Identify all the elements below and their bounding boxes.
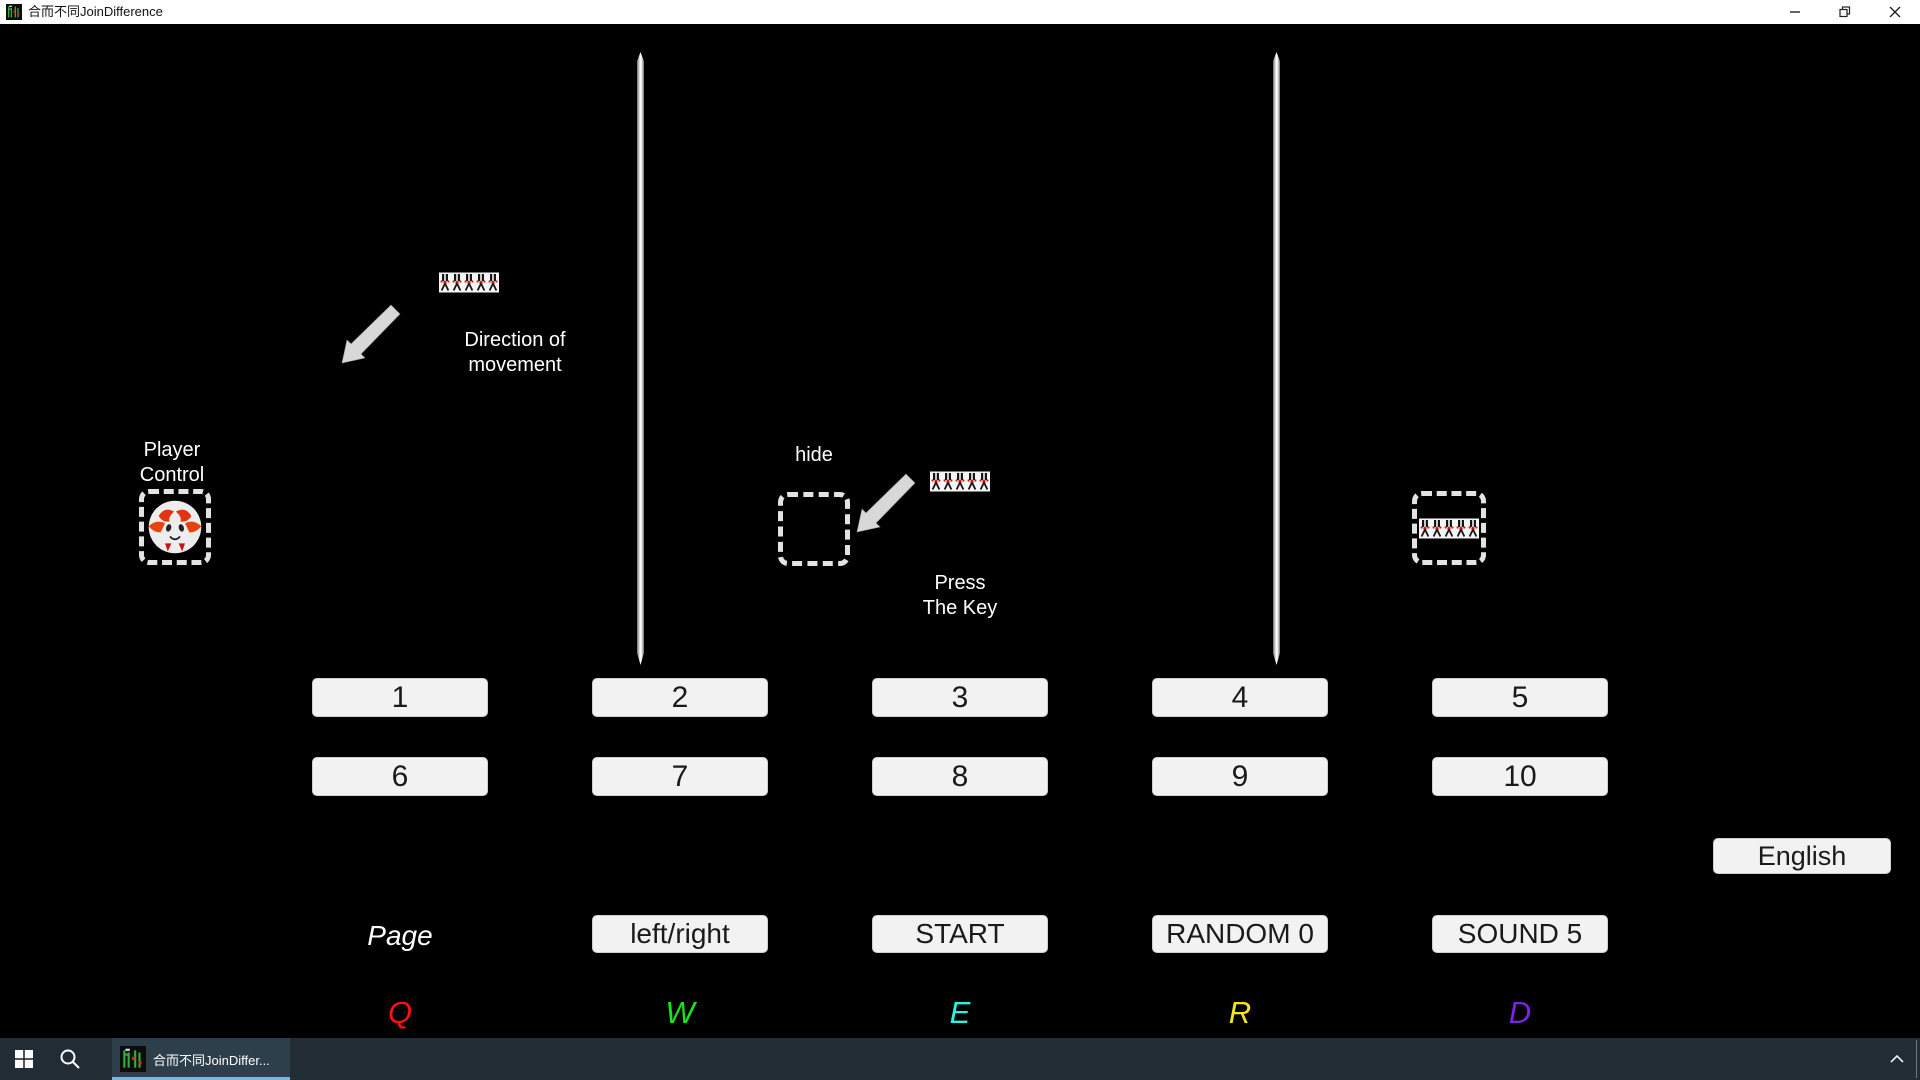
press-the-key-label: Press The Key: [922, 572, 998, 619]
press-key-arrow-icon: [845, 462, 925, 542]
title-bar: 合而不同JoinDifference: [0, 0, 1920, 24]
restore-button[interactable]: [1820, 0, 1870, 24]
player-face-sprite: [146, 498, 204, 556]
key-hint-e: E: [949, 995, 971, 1030]
level-button-5[interactable]: 5: [1432, 678, 1608, 717]
enemy-slot: [1412, 491, 1486, 565]
key-hint-q: Q: [387, 995, 413, 1030]
level-button-10[interactable]: 10: [1432, 757, 1608, 796]
restore-icon: [1839, 6, 1851, 18]
search-button[interactable]: [48, 1038, 92, 1080]
level-button-1[interactable]: 1: [312, 678, 488, 717]
taskbar-app-joindifference[interactable]: 合而不同JoinDiffer...: [112, 1038, 290, 1080]
key-hint-r: R: [1228, 995, 1252, 1030]
level-button-8[interactable]: 8: [872, 757, 1048, 796]
level-button-3[interactable]: 3: [872, 678, 1048, 717]
key-hint-w: W: [665, 995, 695, 1030]
close-button[interactable]: [1870, 0, 1920, 24]
player-control-label: Player Control: [139, 439, 205, 486]
chevron-up-icon: [1890, 1054, 1904, 1063]
windows-start-icon: [15, 1050, 33, 1068]
language-button[interactable]: English: [1713, 838, 1891, 874]
direction-of-movement-label: Direction of movement: [464, 329, 566, 376]
right-pillar: [1273, 52, 1280, 665]
left-right-button[interactable]: left/right: [592, 915, 768, 953]
app-icon: [120, 1046, 146, 1072]
enemy-sprite-strip: [1419, 518, 1479, 539]
left-pillar: [637, 52, 644, 665]
active-app-indicator: [112, 1077, 290, 1080]
close-icon: [1889, 6, 1901, 18]
magnifier-icon: [60, 1049, 80, 1069]
start-button-taskbar[interactable]: [0, 1038, 48, 1080]
enemy-sprite-strip: [439, 272, 499, 293]
player-slot: [139, 489, 211, 565]
direction-arrow-icon: [330, 293, 410, 373]
tray-expand-button[interactable]: [1882, 1038, 1912, 1080]
random-button[interactable]: RANDOM 0: [1152, 915, 1328, 953]
minimize-button[interactable]: [1770, 0, 1820, 24]
level-button-4[interactable]: 4: [1152, 678, 1328, 717]
taskbar: 合而不同JoinDiffer...: [0, 1038, 1920, 1080]
level-button-7[interactable]: 7: [592, 757, 768, 796]
hide-label: hide: [795, 444, 833, 466]
sound-button[interactable]: SOUND 5: [1432, 915, 1608, 953]
level-button-6[interactable]: 6: [312, 757, 488, 796]
key-hint-d: D: [1508, 995, 1532, 1030]
minimize-icon: [1790, 11, 1800, 13]
page-label: Page: [367, 920, 433, 951]
window-title: 合而不同JoinDifference: [28, 4, 163, 19]
enemy-sprite-strip: [930, 471, 990, 492]
app-icon: [6, 4, 22, 20]
hide-slot: [778, 492, 850, 566]
show-desktop-divider[interactable]: [1916, 1040, 1917, 1078]
level-button-2[interactable]: 2: [592, 678, 768, 717]
start-button[interactable]: START: [872, 915, 1048, 953]
level-button-9[interactable]: 9: [1152, 757, 1328, 796]
taskbar-app-label: 合而不同JoinDiffer...: [153, 1052, 270, 1068]
